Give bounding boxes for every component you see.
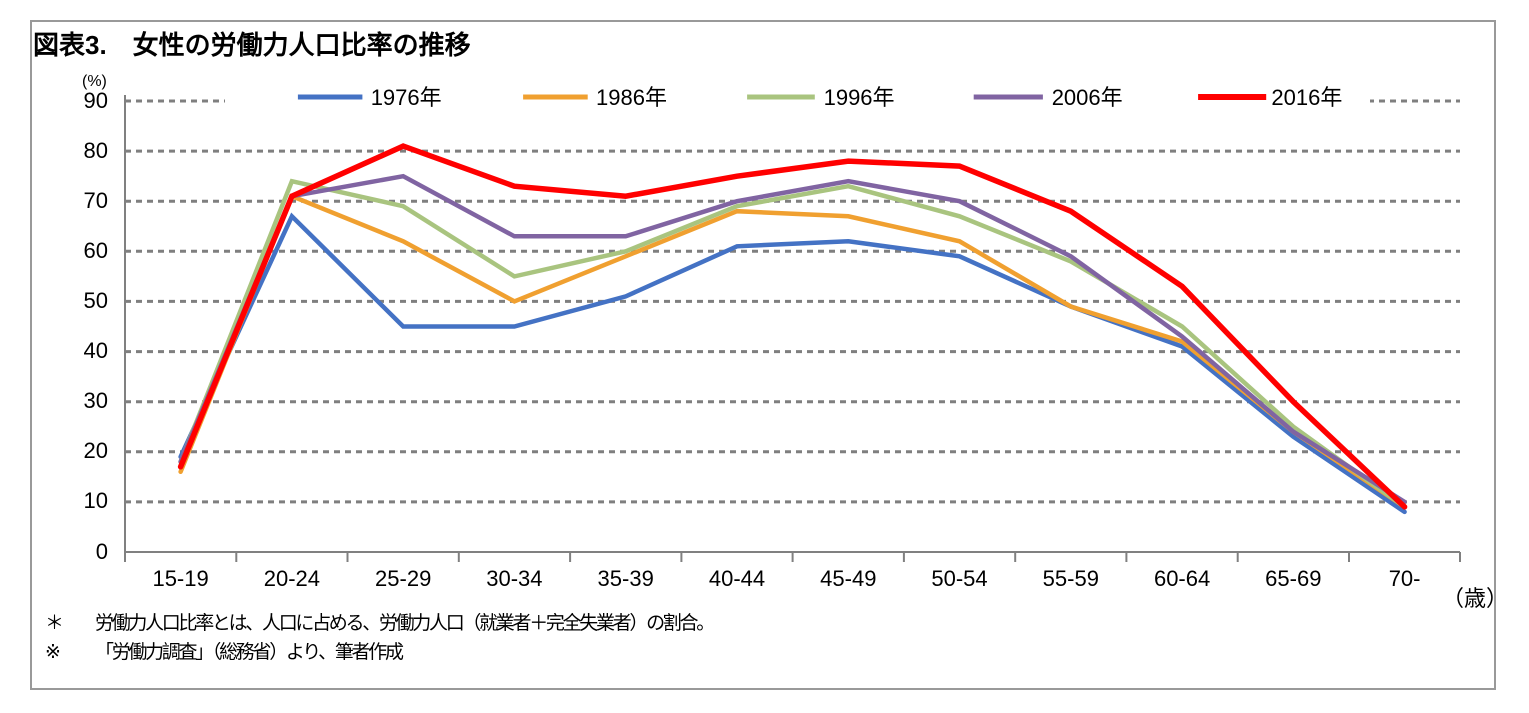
svg-text:30: 30 — [84, 388, 108, 413]
svg-text:＊: ＊ — [45, 613, 62, 634]
svg-text:1996年: 1996年 — [824, 85, 895, 110]
svg-text:（歳）: （歳） — [1442, 586, 1508, 611]
svg-text:(%): (%) — [82, 73, 107, 90]
svg-text:労働力人口比率とは、人口に占める、労働力人口（就業者＋完全失: 労働力人口比率とは、人口に占める、労働力人口（就業者＋完全失業者）の割合。 — [95, 612, 713, 634]
svg-text:1976年: 1976年 — [371, 85, 442, 110]
svg-text:45-49: 45-49 — [820, 566, 876, 591]
svg-text:80: 80 — [84, 138, 108, 163]
svg-text:40: 40 — [84, 338, 108, 363]
svg-text:※: ※ — [45, 642, 60, 663]
svg-text:35-39: 35-39 — [598, 566, 654, 591]
svg-text:50-54: 50-54 — [931, 566, 987, 591]
svg-text:25-29: 25-29 — [375, 566, 431, 591]
svg-text:60-64: 60-64 — [1154, 566, 1210, 591]
svg-text:70-: 70- — [1389, 566, 1421, 591]
svg-text:2006年: 2006年 — [1052, 85, 1123, 110]
svg-text:90: 90 — [84, 88, 108, 113]
svg-text:65-69: 65-69 — [1265, 566, 1321, 591]
svg-text:20-24: 20-24 — [264, 566, 320, 591]
svg-text:40-44: 40-44 — [709, 566, 765, 591]
svg-text:15-19: 15-19 — [152, 566, 208, 591]
svg-text:55-59: 55-59 — [1043, 566, 1099, 591]
svg-text:「労働力調査」（総務省）より、筆者作成: 「労働力調査」（総務省）より、筆者作成 — [95, 641, 404, 663]
svg-text:2016年: 2016年 — [1271, 85, 1342, 110]
svg-text:50: 50 — [84, 288, 108, 313]
svg-text:60: 60 — [84, 238, 108, 263]
svg-text:10: 10 — [84, 488, 108, 513]
svg-text:1986年: 1986年 — [596, 85, 667, 110]
svg-text:0: 0 — [96, 539, 108, 564]
svg-text:20: 20 — [84, 438, 108, 463]
svg-text:30-34: 30-34 — [486, 566, 542, 591]
svg-text:70: 70 — [84, 188, 108, 213]
